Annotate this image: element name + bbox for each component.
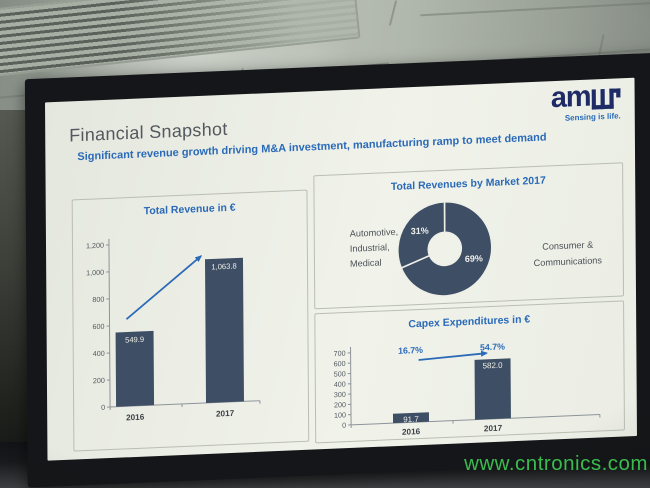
bar-value-label: 549.9 [125,335,144,345]
bar-2017 [205,257,244,403]
donut-left-label: Automotive, [350,227,399,239]
donut-pct-label: 69% [465,253,483,264]
donut-slice-69 [400,201,493,297]
donut-left-label: Medical [350,258,382,269]
y-tick-label: 500 [334,369,346,379]
y-tick-label: 1,200 [86,241,104,251]
y-tick-label: 200 [334,400,346,410]
presentation-slide: Financial Snapshot Significant revenue g… [45,77,637,461]
ams-logo: am Sensing is life. [550,80,621,123]
slide-title: Financial Snapshot [69,118,228,146]
panel-capex: Capex Expenditures in € 0 100 200 300 400 500… [314,300,625,444]
panel-total-revenue: Total Revenue in € 0 200 400 600 800 1,000 1,2… [71,189,310,452]
category-label: 2017 [484,424,503,434]
category-label: 2016 [126,413,145,423]
donut-right-label: Consumer & [542,240,593,252]
y-tick-label: 300 [334,390,346,400]
donut-slice-31 [397,200,446,270]
y-axis [350,346,352,425]
market-split-donut-chart: 31% 69% Automotive, Industrial, Medical Consu… [350,200,603,297]
ams-logo-text: am [550,80,591,115]
bar-2016 [115,330,155,407]
bar-value-label: 582.0 [483,361,504,371]
y-tick-label: 0 [101,403,105,412]
y-tick-label: 1,000 [86,268,104,278]
bar-value-label: 1,063.8 [211,261,236,271]
ceiling-seam [420,1,650,17]
y-tick-label: 0 [342,421,346,430]
donut-right-label: Communications [534,255,603,268]
y-tick-label: 700 [334,349,346,359]
category-label: 2017 [216,409,235,419]
growth-pct-label: 54.7% [480,341,505,352]
bar-2017 [474,358,511,420]
y-tick-label: 600 [334,359,346,369]
ams-logo-row: am [550,80,621,115]
y-tick-label: 400 [93,349,105,359]
growth-arrow [125,255,203,320]
watermark: www.cntronics.com [464,452,648,475]
donut-pct-label: 31% [411,226,429,237]
total-revenue-bar-chart: 0 200 400 600 800 1,000 1,200 549.9 2016 1,063.8 2… [86,238,261,423]
ams-logo-mark-icon [591,88,621,110]
bar-2016 [392,412,430,424]
display-screen: Financial Snapshot Significant revenue g… [24,52,650,488]
panel-revenues-by-market: Total Revenues by Market 2017 31% 69% Auto… [313,162,625,310]
bar-value-label: 91.7 [403,415,419,425]
donut-left-label: Industrial, [350,242,390,254]
growth-arrow [418,350,488,361]
growth-pct-label: 16.7% [398,345,423,356]
y-tick-label: 200 [93,376,105,386]
category-label: 2016 [402,427,421,437]
y-tick-label: 600 [93,322,105,332]
y-tick-label: 100 [334,410,346,420]
y-axis [108,238,111,408]
y-tick-label: 800 [92,295,104,305]
y-tick-label: 400 [334,379,346,389]
